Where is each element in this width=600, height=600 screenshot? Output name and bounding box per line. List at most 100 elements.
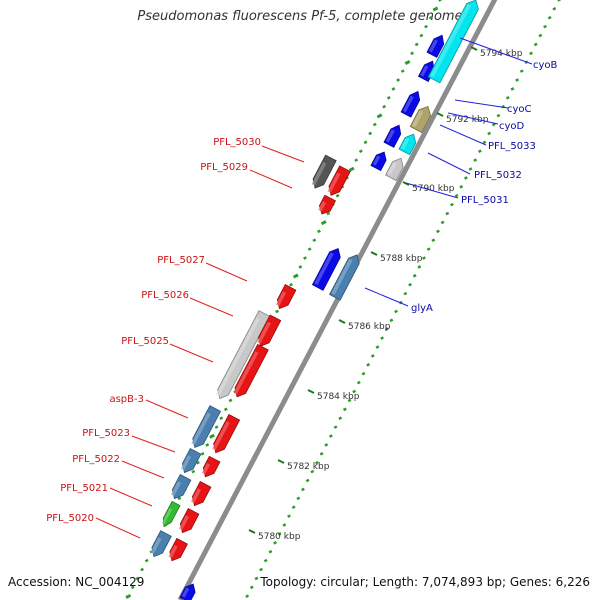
gene-body bbox=[179, 508, 200, 534]
reverse-gene-arrow bbox=[212, 413, 241, 454]
gc-mark bbox=[191, 469, 196, 474]
gc-mark bbox=[144, 558, 149, 563]
reverse-gene-arrow bbox=[161, 500, 181, 528]
reverse-gene-arrow bbox=[327, 165, 351, 196]
feature-label-pfl_5031: PFL_5031 bbox=[461, 195, 509, 206]
scale-label: 5786 kbp bbox=[348, 322, 391, 332]
gene-highlight bbox=[216, 317, 260, 397]
gene-body bbox=[217, 310, 271, 400]
gene-highlight bbox=[201, 463, 211, 475]
gc-mark bbox=[298, 265, 303, 269]
scale-tick bbox=[338, 319, 346, 324]
gc-mark bbox=[275, 309, 279, 314]
gc-mark bbox=[394, 309, 398, 314]
gene-highlight bbox=[327, 172, 341, 193]
gc-mark bbox=[342, 407, 347, 412]
gc-mark bbox=[414, 42, 419, 47]
feature-label-pfl_5025: PFL_5025 bbox=[121, 336, 169, 347]
gc-mark bbox=[289, 282, 293, 287]
gene-highlight bbox=[400, 138, 410, 150]
gc-mark bbox=[424, 24, 428, 29]
reverse-gene-arrow bbox=[257, 314, 282, 347]
gc-mark bbox=[477, 149, 482, 154]
gc-mark bbox=[382, 104, 387, 109]
gene-highlight bbox=[420, 65, 429, 77]
gc-mark bbox=[333, 425, 338, 429]
gc-mark bbox=[315, 460, 319, 465]
gene-body bbox=[276, 284, 297, 310]
gc-mark bbox=[473, 158, 478, 162]
reverse-gene-arrow bbox=[318, 194, 337, 215]
gc-mark bbox=[363, 140, 368, 145]
gc-mark bbox=[552, 7, 557, 11]
gene-body bbox=[398, 133, 417, 156]
gc-mark bbox=[496, 113, 501, 118]
label-leader-line bbox=[459, 37, 533, 65]
gc-mark bbox=[282, 523, 287, 527]
scale-tick bbox=[248, 529, 256, 534]
scale-label: 5792 kbp bbox=[446, 115, 489, 125]
gene-highlight bbox=[412, 110, 424, 128]
gc-mark bbox=[263, 558, 268, 563]
label-leader-line bbox=[439, 124, 487, 146]
gene-highlight bbox=[180, 455, 192, 471]
feature-label-pfl_5032: PFL_5032 bbox=[474, 170, 522, 181]
scale-label: 5782 kbp bbox=[287, 462, 330, 472]
gc-mark bbox=[410, 51, 414, 56]
gene-highlight bbox=[430, 3, 472, 78]
gc-mark bbox=[370, 354, 375, 358]
gc-mark bbox=[468, 167, 473, 171]
gc-mark bbox=[368, 131, 373, 136]
reverse-gene-arrow bbox=[180, 448, 202, 474]
gc-mark bbox=[245, 594, 250, 599]
gene-body bbox=[234, 343, 269, 398]
gene-body bbox=[319, 194, 337, 215]
gc-mark bbox=[361, 371, 366, 376]
gc-mark bbox=[305, 478, 310, 483]
gc-mark bbox=[376, 113, 383, 119]
reverse-gene-arrow bbox=[311, 154, 337, 189]
gc-mark bbox=[403, 291, 408, 296]
gc-mark bbox=[438, 0, 442, 2]
gene-body bbox=[181, 448, 202, 474]
gc-mark bbox=[292, 273, 299, 279]
gene-highlight bbox=[372, 155, 381, 166]
gene-highlight bbox=[150, 537, 162, 555]
gc-mark bbox=[400, 69, 405, 73]
gc-mark bbox=[317, 229, 321, 234]
gene-body bbox=[202, 455, 221, 478]
gc-mark bbox=[310, 469, 315, 474]
gc-mark bbox=[445, 211, 450, 216]
gc-mark bbox=[450, 202, 454, 207]
label-leader-line bbox=[109, 487, 153, 507]
gc-mark bbox=[384, 327, 389, 332]
scale-tick bbox=[277, 459, 285, 464]
gc-mark bbox=[431, 238, 436, 243]
feature-label-pfl_5027: PFL_5027 bbox=[157, 255, 205, 266]
gc-mark bbox=[557, 0, 561, 2]
gc-mark bbox=[338, 416, 343, 421]
gene-highlight bbox=[190, 488, 202, 504]
gc-mark bbox=[291, 505, 296, 510]
forward-gene-arrow bbox=[427, 0, 479, 84]
gc-mark bbox=[268, 549, 273, 554]
forward-gene-arrow bbox=[409, 105, 431, 134]
gene-highlight bbox=[314, 252, 334, 286]
gc-mark bbox=[254, 576, 259, 581]
forward-gene-arrow bbox=[370, 151, 387, 172]
feature-label-pfl_5020: PFL_5020 bbox=[46, 513, 94, 524]
accession-label: Accession: NC_004129 bbox=[8, 575, 145, 589]
gene-highlight bbox=[170, 481, 182, 497]
gc-mark bbox=[510, 87, 515, 91]
label-leader-line bbox=[364, 287, 409, 307]
gene-highlight bbox=[385, 129, 395, 143]
label-leader-line bbox=[95, 517, 141, 539]
gc-mark bbox=[219, 416, 224, 421]
feature-label-pfl_5022: PFL_5022 bbox=[72, 454, 120, 465]
feature-label-cyoc: cyoC bbox=[507, 104, 532, 115]
feature-label-cyob: cyoB bbox=[533, 60, 558, 71]
gc-mark bbox=[249, 585, 254, 590]
gc-mark bbox=[436, 229, 440, 234]
gc-mark bbox=[432, 6, 439, 12]
feature-label-pfl_5030: PFL_5030 bbox=[213, 137, 261, 148]
